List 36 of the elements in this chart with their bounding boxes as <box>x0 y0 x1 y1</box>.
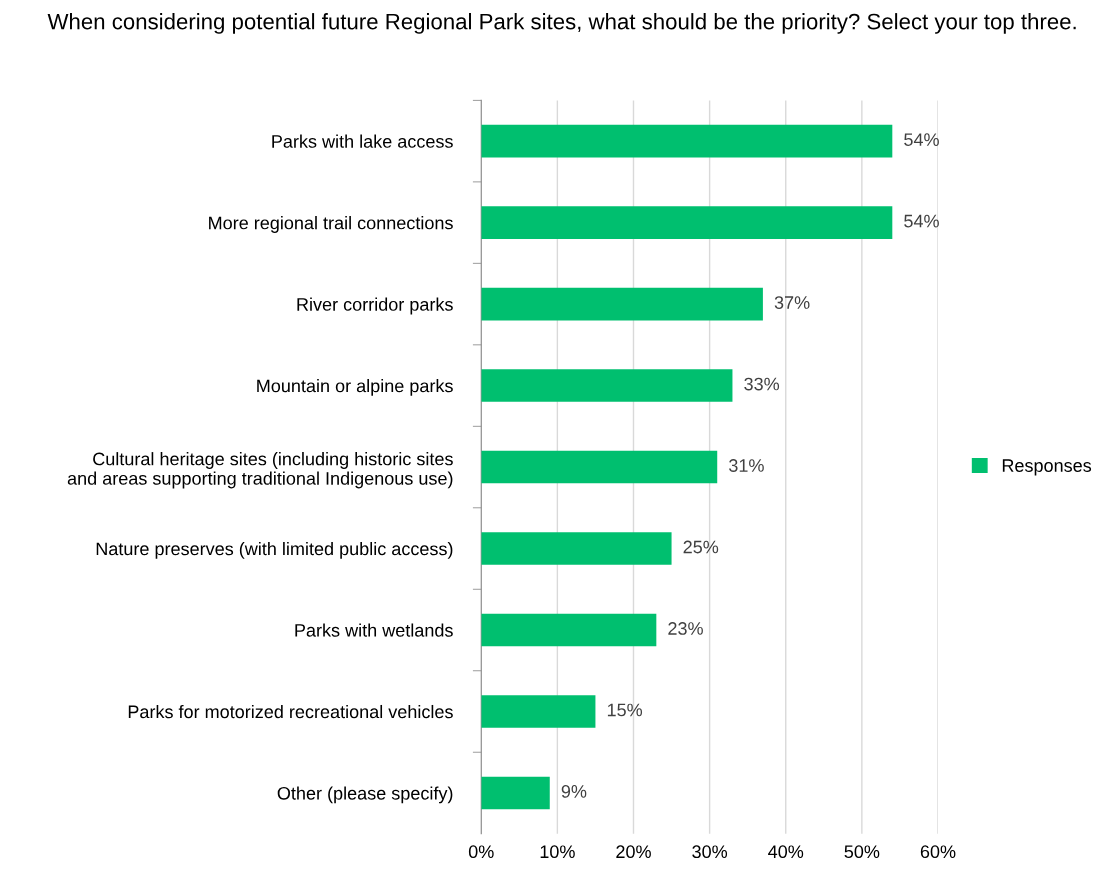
x-tick-label: 30% <box>692 845 728 859</box>
x-tick-label: 20% <box>616 845 651 859</box>
y-tick-label: Parks with lake access <box>272 134 453 148</box>
bar <box>481 776 550 810</box>
data-label: 31% <box>729 459 764 472</box>
y-tick-label: River corridor parks <box>297 297 453 315</box>
data-label: 54% <box>904 133 939 146</box>
bar <box>481 206 893 239</box>
data-label: 9% <box>561 785 587 798</box>
bar <box>481 450 718 484</box>
x-tick-label: 60% <box>920 845 956 859</box>
data-label: 37% <box>774 296 810 309</box>
y-tick-label: Cultural heritage sites (including historic sites and areas supporting traditional Indigenous use) <box>67 452 453 489</box>
bar <box>481 532 672 565</box>
y-tick-label: Mountain or alpine parks <box>257 379 453 396</box>
data-label: 54% <box>904 214 939 228</box>
data-label: 15% <box>607 703 643 717</box>
chart-title: When considering potential future Regional Park sites, what should be the priority? Select your top three. <box>47 13 1076 34</box>
x-tick-label: 0% <box>468 845 494 859</box>
data-label: 25% <box>683 540 719 554</box>
x-tick-label: 10% <box>540 845 575 859</box>
y-tick-label: Nature preserves (with limited public access) <box>96 541 453 559</box>
bar <box>481 369 733 402</box>
data-label: 33% <box>744 377 780 391</box>
y-tick-label: Parks for motorized recreational vehicles <box>128 704 453 719</box>
x-tick-label: 50% <box>844 845 880 859</box>
bar <box>481 124 893 158</box>
data-label: 23% <box>668 622 703 635</box>
bar <box>481 613 657 647</box>
bar <box>481 287 763 321</box>
y-tick-label: Parks with wetlands <box>295 623 453 637</box>
y-tick-label: More regional trail connections <box>209 216 453 233</box>
legend-label: Responses <box>1002 459 1092 476</box>
y-tick-label: Other (please specify) <box>277 786 453 804</box>
x-tick-label: 40% <box>768 845 804 859</box>
bar <box>481 695 596 728</box>
